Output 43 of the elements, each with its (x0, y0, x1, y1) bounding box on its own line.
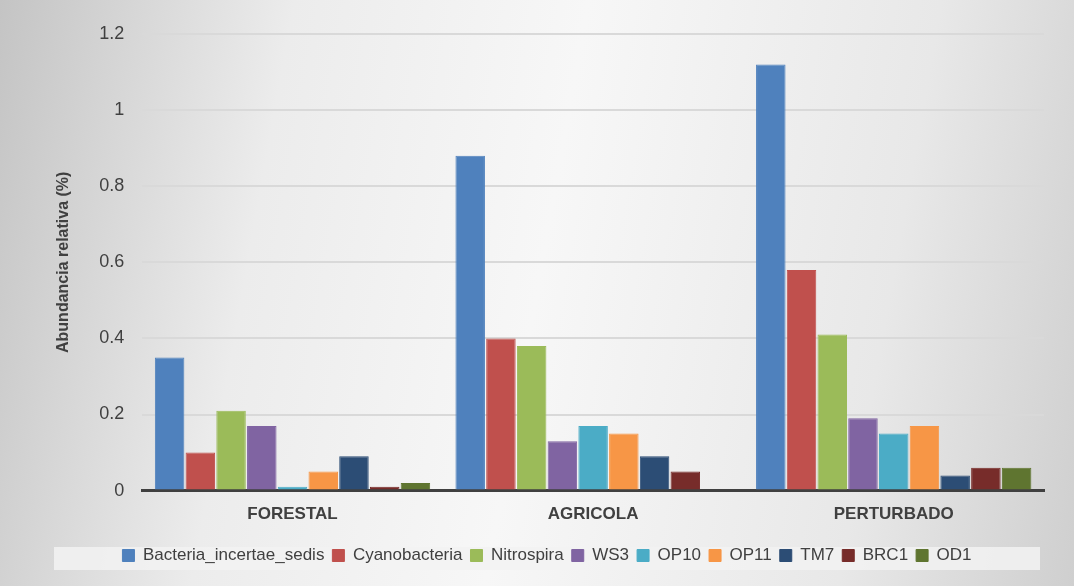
bar (786, 269, 817, 490)
legend-label: BRC1 (862, 545, 909, 565)
bar (940, 475, 970, 490)
bar (185, 452, 216, 490)
bar (216, 410, 246, 490)
bar (878, 433, 909, 490)
bar (909, 425, 940, 490)
legend-label: Bacteria_incertae_sedis (142, 545, 325, 565)
bar (339, 456, 369, 490)
legend-label: Nitrospira (491, 545, 565, 565)
legend-label: WS3 (592, 545, 630, 565)
bar (486, 338, 516, 490)
bar (455, 155, 485, 490)
y-tick-label: 1.2 (99, 22, 125, 43)
legend-label: Cyanobacteria (352, 545, 464, 565)
bar (547, 441, 578, 490)
bar (247, 425, 277, 490)
x-tick-label: FORESTAL (247, 504, 338, 524)
legend-label: TM7 (800, 545, 835, 565)
y-tick-label: 0 (114, 479, 125, 500)
bar (154, 357, 185, 490)
bar (578, 425, 608, 490)
bar (1001, 467, 1032, 490)
legend-label: OP10 (657, 545, 702, 565)
bar (848, 418, 878, 490)
y-tick-label: 0.8 (99, 175, 125, 196)
legend-label: OP11 (729, 545, 772, 565)
bar (516, 346, 547, 490)
x-tick-label: PERTURBADO (833, 504, 954, 524)
bar (817, 334, 847, 490)
x-tick-label: AGRICOLA (547, 504, 639, 524)
bar (609, 433, 639, 490)
y-axis-title: Abundancia relativa (%) (54, 171, 72, 353)
legend-label: OD1 (936, 545, 972, 565)
bar (639, 456, 670, 490)
y-tick-label: 0.2 (99, 403, 125, 424)
y-tick-label: 0.4 (99, 327, 125, 348)
bar (756, 64, 786, 490)
y-tick-label: 1 (114, 99, 125, 120)
bar (971, 467, 1001, 490)
bar (670, 471, 701, 490)
bar (308, 471, 338, 490)
y-tick-label: 0.6 (99, 251, 125, 272)
